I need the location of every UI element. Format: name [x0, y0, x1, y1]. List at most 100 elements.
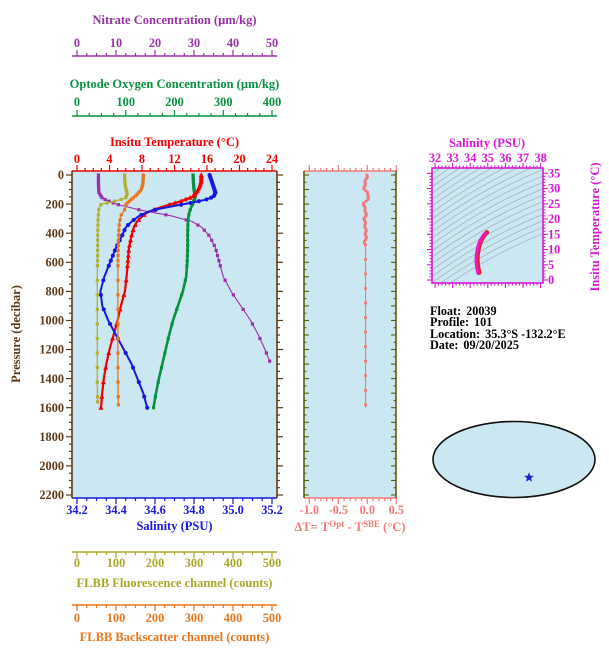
- oxygen-tick-label: 200: [165, 95, 183, 109]
- pressure-tick-label: 1800: [39, 430, 64, 444]
- marker-triangle: [110, 335, 116, 341]
- marker-square: [140, 185, 144, 189]
- marker-circle: [108, 258, 113, 263]
- marker-square: [125, 190, 129, 195]
- ts-temp-tick-label: 20: [548, 212, 560, 226]
- marker-square: [191, 173, 195, 177]
- delta-t-marker: [364, 316, 367, 319]
- isopycnal-contour: [432, 168, 493, 207]
- marker-square: [163, 351, 167, 355]
- isopycnal-contour: [432, 168, 482, 200]
- nitrate-tick-label: 40: [227, 36, 239, 50]
- delta-t-marker: [364, 374, 367, 378]
- marker-square: [231, 293, 235, 297]
- marker-square: [185, 253, 189, 258]
- ts-temp-tick-label: 25: [548, 197, 560, 211]
- marker-square: [96, 178, 101, 182]
- temperature-tick-label: 16: [201, 152, 213, 166]
- delta-t-marker: [363, 184, 367, 187]
- delta-t-title-sup-opt: Opt: [329, 519, 344, 529]
- marker-square: [105, 201, 109, 205]
- marker-square: [117, 228, 121, 232]
- delta-t-marker: [363, 222, 367, 226]
- marker-square: [124, 194, 128, 198]
- marker-square: [111, 201, 115, 205]
- marker-square: [96, 182, 101, 186]
- delta-t-tick-label: -1.0: [300, 503, 319, 517]
- marker-circle: [153, 207, 158, 212]
- info-value: 101: [474, 315, 493, 330]
- temperature-tick-label: 4: [106, 152, 112, 166]
- marker-triangle: [123, 277, 129, 283]
- ts-sal-tick-label: 36: [499, 151, 511, 165]
- delta-t-marker: [363, 232, 367, 236]
- isopycnal-contour: [432, 169, 543, 232]
- marker-square: [192, 197, 197, 202]
- marker-square: [98, 192, 102, 196]
- delta-t-marker: [363, 206, 367, 210]
- marker-square: [107, 199, 111, 203]
- marker-triangle: [121, 292, 127, 297]
- marker-square: [96, 228, 100, 232]
- marker-triangle: [136, 217, 142, 222]
- marker-square: [116, 380, 120, 384]
- marker-square: [207, 233, 211, 237]
- delta-t-marker: [363, 208, 367, 212]
- marker-square: [97, 187, 101, 191]
- isopycnal-contour: [432, 175, 543, 239]
- ts-temp-tick-label: 0: [548, 273, 554, 287]
- pressure-tick-label: 600: [46, 255, 64, 269]
- delta-t-marker: [367, 196, 370, 200]
- oxygen-tick-label: 0: [74, 95, 80, 109]
- delta-t-marker: [365, 177, 369, 180]
- delta-t-marker: [366, 191, 369, 194]
- ts-sal-tick-label: 34: [464, 151, 476, 165]
- marker-square: [117, 233, 121, 237]
- marker-square: [116, 243, 120, 247]
- isopycnal-contour: [432, 168, 451, 181]
- marker-square: [141, 182, 145, 186]
- delta-t-marker: [363, 224, 367, 228]
- fluorescence-tick-label: 300: [185, 556, 203, 570]
- oxygen-tick-label: 400: [263, 95, 281, 109]
- salinity-tick-label: 34.4: [105, 503, 127, 517]
- delta-t-marker: [363, 241, 366, 245]
- pressure-tick-label: 1400: [39, 372, 64, 386]
- ts-isopycnal-contours: [432, 168, 543, 283]
- marker-square: [185, 259, 189, 263]
- ts-temp-tick-label: 15: [548, 227, 560, 241]
- delta-t-axis-title: ΔT= TOpt - TSBE (°C): [294, 519, 405, 534]
- backscatter-tick-label: 100: [107, 611, 125, 625]
- pressure-tick-label: 400: [46, 226, 64, 240]
- marker-square: [183, 278, 187, 282]
- marker-square: [125, 201, 129, 205]
- salinity-tick-label: 35.2: [261, 503, 283, 517]
- marker-square: [217, 259, 221, 263]
- isopycnal-contour: [432, 194, 543, 258]
- marker-square: [96, 400, 100, 404]
- marker-square: [192, 183, 196, 188]
- main-panel-background: [72, 171, 277, 498]
- marker-circle: [188, 200, 193, 206]
- fluorescence-tick-label: 400: [224, 556, 242, 570]
- backscatter-tick-label: 300: [185, 611, 203, 625]
- marker-circle: [131, 217, 136, 223]
- marker-square: [96, 176, 101, 181]
- marker-square: [123, 183, 127, 188]
- marker-square: [116, 351, 120, 355]
- marker-square: [159, 365, 164, 370]
- delta-t-title-mid: - T: [344, 520, 363, 534]
- marker-square: [241, 307, 245, 311]
- ts-sal-tick-label: 33: [446, 151, 458, 165]
- marker-square: [123, 208, 127, 212]
- fluorescence-tick-label: 200: [146, 556, 164, 570]
- pressure-tick-label: 800: [46, 285, 64, 299]
- delta-t-marker: [365, 236, 368, 240]
- marker-square: [95, 351, 99, 355]
- ts-sal-tick-label: 37: [517, 151, 529, 165]
- info-value: 20039: [466, 304, 497, 318]
- marker-square: [116, 278, 120, 282]
- pressure-tick-label: 1000: [39, 314, 64, 328]
- marker-square: [131, 196, 135, 200]
- delta-t-marker: [364, 212, 368, 215]
